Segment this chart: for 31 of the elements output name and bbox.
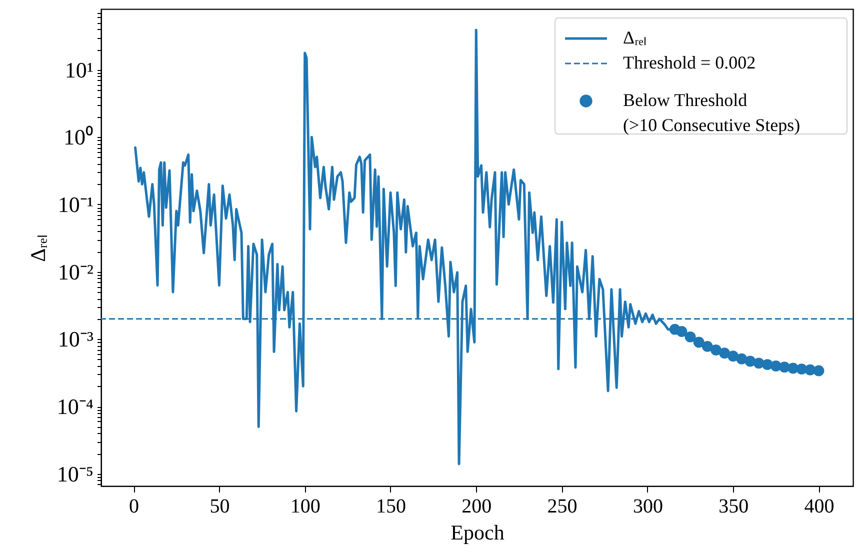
point [804,364,816,376]
x-tick-label: 100 [290,496,320,518]
y-tick-label: 10⁻³ [58,326,94,352]
legend-label: Below Threshold (>10 Consecutive Steps) [623,90,800,135]
x-tick-label: 350 [718,496,749,518]
x-tick-label: 150 [376,496,406,518]
x-tick-label: 0 [129,496,140,518]
x-tick-label: 50 [210,496,230,518]
y-tick-label: 10⁻⁴ [56,394,94,420]
point [693,336,704,348]
y-tick-label: 10⁻² [58,259,94,284]
point [736,353,748,364]
point [710,344,722,356]
x-tick-label: 200 [462,496,492,518]
y-tick-label: 10⁻¹ [58,192,94,217]
point [676,326,688,337]
legend-label: Δᵣₑₗ [623,28,646,48]
legend-label: Threshold = 0.002 [623,52,756,72]
point [702,340,713,352]
point [728,350,739,362]
y-tick-label: 10¹ [64,57,94,82]
point [684,331,696,342]
y-tick-label: 10⁰ [64,124,94,150]
y-axis-title: Δᵣₑₗ [26,234,50,262]
point [813,365,824,376]
y-tick-label: 10⁻⁵ [56,461,94,486]
x-tick-label: 400 [804,496,834,518]
x-tick-label: 300 [632,496,663,518]
x-tick-label: 250 [547,496,578,518]
point [719,348,730,359]
x-axis-title: Epoch [450,520,505,544]
